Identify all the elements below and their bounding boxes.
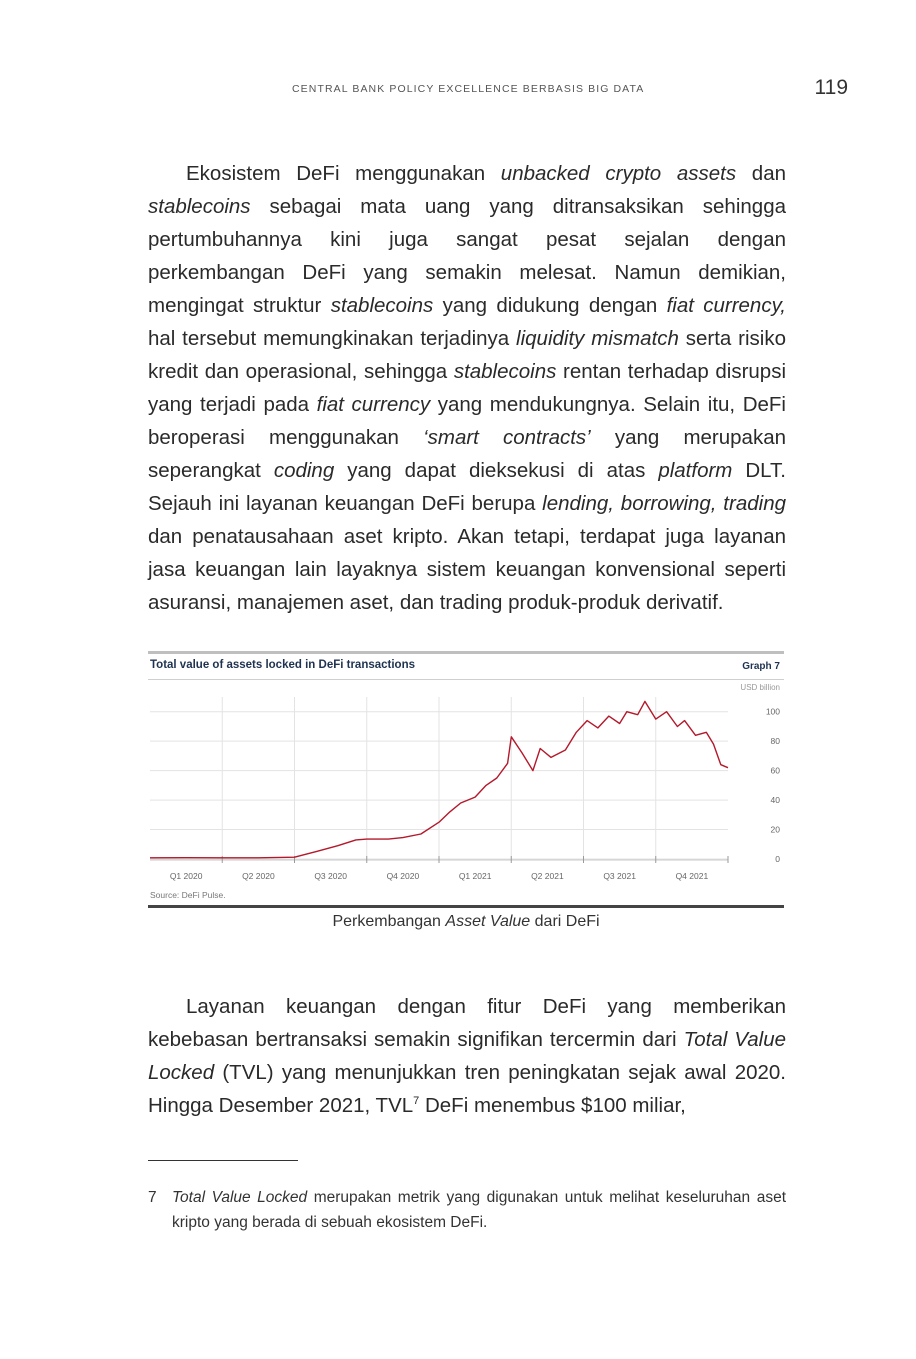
footnote-number: 7 — [148, 1189, 157, 1206]
y-tick-label-0: 0 — [775, 854, 780, 864]
footnote-rule — [148, 1160, 298, 1161]
chart-plot: Q1 2020 Q2 2020 Q3 2020 Q4 2020 Q1 2021 Q2 20… — [149, 697, 781, 881]
y-tick-label-3: 60 — [771, 766, 781, 776]
x-tick-label-3: Q4 2020 — [387, 871, 420, 881]
y-tick-label-1: 20 — [771, 825, 781, 835]
chart-unit-label: USD billion — [740, 683, 780, 692]
x-tick-label-1: Q2 2020 — [242, 871, 275, 881]
x-tick-label-6: Q3 2021 — [603, 871, 636, 881]
page-number: 119 — [814, 76, 848, 99]
chart-title-rule — [148, 679, 784, 680]
y-tick-label-5: 100 — [766, 707, 780, 717]
body-paragraph-1: Ekosistem DeFi menggunakan unbacked cryp… — [148, 162, 787, 614]
chart-bottom-rule — [148, 905, 784, 908]
body-paragraph-2: Layanan keuangan dengan fitur DeFi yang … — [148, 995, 786, 1117]
graph-label: Graph 7 — [742, 661, 780, 672]
x-tick-label-4: Q1 2021 — [459, 871, 492, 881]
footnote-text: Total Value Locked merupakan metrik yang… — [172, 1189, 787, 1231]
y-tick-label-4: 80 — [771, 736, 781, 746]
footnote-ref: 7 — [413, 1095, 420, 1108]
chart-source: Source: DeFi Pulse. — [150, 890, 226, 900]
x-tick-label-0: Q1 2020 — [170, 871, 203, 881]
footnote: 7 Total Value Locked merupakan metrik ya… — [148, 1185, 786, 1235]
figure-caption: Perkembangan Asset Value dari DeFi — [332, 913, 600, 930]
y-tick-label-2: 40 — [771, 795, 781, 805]
x-tick-label-2: Q3 2020 — [314, 871, 347, 881]
defi-chart: Total value of assets locked in DeFi tra… — [148, 651, 784, 911]
running-header: CENTRAL BANK POLICY EXCELLENCE BERBASIS … — [292, 83, 645, 95]
x-tick-label-7: Q4 2021 — [676, 871, 709, 881]
tvl-series-line — [149, 700, 729, 859]
chart-top-rule — [148, 651, 784, 654]
x-tick-label-5: Q2 2021 — [531, 871, 564, 881]
chart-title: Total value of assets locked in DeFi tra… — [150, 659, 416, 671]
